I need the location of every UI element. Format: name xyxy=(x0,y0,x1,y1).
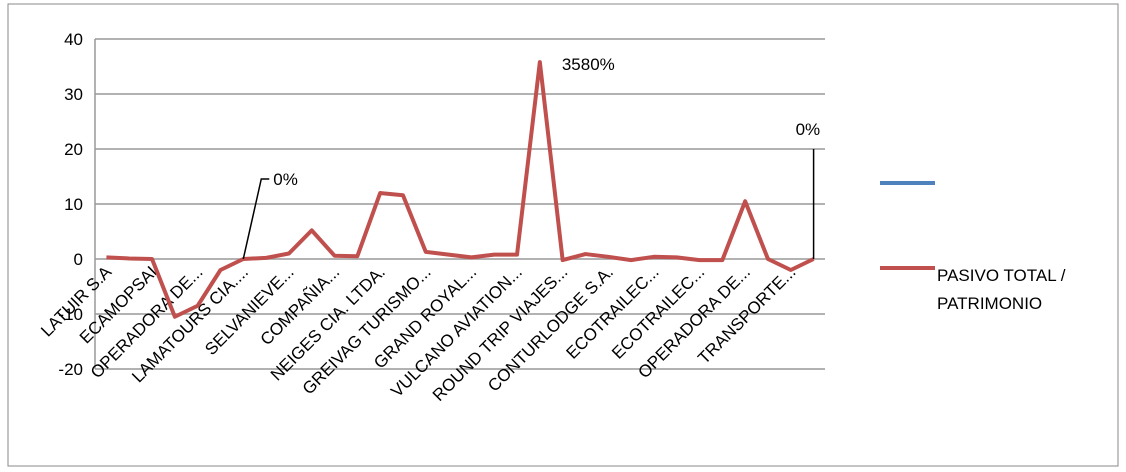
data-label: 0% xyxy=(273,170,298,189)
y-tick-label: -20 xyxy=(58,360,83,379)
y-tick-label: 40 xyxy=(64,30,83,49)
data-line xyxy=(106,60,815,319)
y-tick-label: 20 xyxy=(64,140,83,159)
y-tick-label: 30 xyxy=(64,85,83,104)
legend-label: PASIVO TOTAL / PATRIMONIO xyxy=(937,266,1066,313)
y-tick-label: 10 xyxy=(64,195,83,214)
chart-border xyxy=(7,3,1119,467)
data-label: 3580% xyxy=(562,55,615,74)
x-tick-label: COMPAÑIA... xyxy=(257,262,344,349)
leader-line xyxy=(242,178,270,260)
y-tick-label: 0 xyxy=(74,250,83,269)
y-tick-label: -10 xyxy=(58,305,83,324)
data-label: 0% xyxy=(796,120,821,139)
